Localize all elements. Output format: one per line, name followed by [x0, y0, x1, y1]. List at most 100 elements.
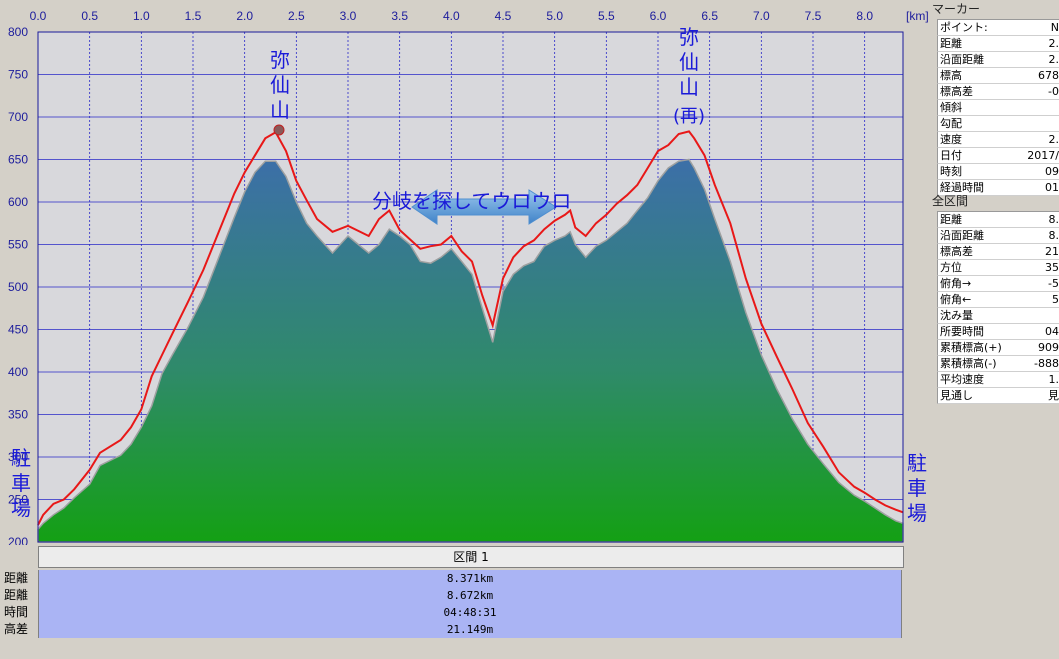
info-value: 35 — [1045, 261, 1059, 274]
info-value: 2017/ — [1027, 149, 1059, 162]
info-row: 標高 678 — [937, 68, 1059, 84]
section-header[interactable]: 区間 1 — [38, 546, 904, 568]
row-label: 時間 — [3, 605, 28, 619]
table-row: 高差 21.149m — [0, 621, 905, 638]
info-row: 俯角← 5 — [937, 292, 1059, 308]
double-arrow-icon — [411, 189, 557, 225]
info-value: 1. — [1048, 373, 1059, 386]
y-tick-label: 550 — [8, 238, 28, 252]
row-label: 距離 — [3, 571, 28, 585]
y-tick-label: 600 — [8, 195, 28, 209]
x-tick-label: 5.5 — [598, 9, 615, 23]
info-key: 累積標高(-) — [940, 357, 997, 370]
info-row: 所要時間 04 — [937, 324, 1059, 340]
info-value: 2. — [1048, 133, 1059, 146]
all-section-title: 全区間 — [932, 194, 969, 208]
info-key: 見通し — [940, 389, 973, 402]
info-key: 累積標高(+) — [940, 341, 1002, 354]
x-tick-label: 6.5 — [701, 9, 718, 23]
marker-point[interactable] — [273, 124, 285, 136]
info-row: 距離 8. — [937, 211, 1059, 228]
info-value: 21 — [1045, 245, 1059, 258]
info-row: 標高差 -0 — [937, 84, 1059, 100]
plot-frame — [37, 31, 904, 543]
info-row: 勾配 — [937, 116, 1059, 132]
y-tick-label: 450 — [8, 323, 28, 337]
info-row: ポイント: N — [937, 19, 1059, 36]
y-axis-ticks: 800 750 700 650 600 550 500 450 400 350 300 250 200 — [8, 25, 28, 545]
y-tick-label: 400 — [8, 365, 28, 379]
info-value: N — [1050, 21, 1059, 34]
info-sidebar: マーカー ポイント: N 距離 2. 沿面距離 2. 標高 678 標高差 -0 傾斜 勾配 速度 2. 日… — [930, 0, 1059, 659]
x-tick-label: 8.0 — [856, 9, 873, 23]
row-value: 21.149m — [38, 621, 902, 638]
x-unit-label: [km] — [906, 9, 929, 23]
row-label: 距離 — [3, 588, 28, 602]
info-value: -0 — [1048, 85, 1059, 98]
annotation-peak2-paren: (再) — [673, 106, 705, 127]
y-tick-label: 300 — [8, 450, 28, 464]
info-value: 01 — [1045, 181, 1059, 194]
info-row: 俯角→ -5 — [937, 276, 1059, 292]
info-value: 見 — [1048, 389, 1059, 402]
x-axis-ticks: 0.0 0.5 1.0 1.5 2.0 2.5 3.0 3.5 4.0 4.5 5.0 5.5 6.0 6… — [30, 9, 874, 23]
annotation-peak2-c2: 仙 — [679, 50, 699, 74]
info-value: 2. — [1048, 53, 1059, 66]
info-row: 累積標高(+) 909 — [937, 340, 1059, 356]
annotation-peak2-c1: 弥 — [679, 25, 699, 49]
info-value: -888 — [1034, 357, 1059, 370]
info-key: 俯角→ — [940, 277, 972, 290]
info-key: 時刻 — [940, 165, 962, 178]
info-value: 2. — [1048, 37, 1059, 50]
annotation-end-c1: 駐 — [907, 451, 927, 475]
x-tick-label: 7.5 — [805, 9, 822, 23]
info-key: 平均速度 — [940, 373, 984, 386]
y-tick-label: 500 — [8, 280, 28, 294]
info-key: 所要時間 — [940, 325, 984, 338]
y-tick-label: 750 — [8, 68, 28, 82]
table-row: 距離 8.672km — [0, 587, 905, 604]
info-key: 標高 — [940, 69, 962, 82]
elevation-chart: 0.0 0.5 1.0 1.5 2.0 2.5 3.0 3.5 4.0 4.5 5.0 5.5 6.0 6… — [0, 9, 929, 638]
all-info-list: 距離 8. 沿面距離 8. 標高差 21 方位 35 俯角→ -5 俯角← 5 沈み量 所要時間 04 累積標… — [937, 211, 1059, 404]
annotation-end-c3: 場 — [907, 501, 927, 525]
annotation-peak1-c1: 弥 — [270, 48, 290, 72]
info-row: 経過時間 01 — [937, 180, 1059, 196]
x-tick-label: 1.0 — [133, 9, 150, 23]
info-key: 沿面距離 — [940, 229, 984, 242]
info-key: 速度 — [940, 133, 962, 146]
info-row: 距離 2. — [937, 36, 1059, 52]
info-row: 速度 2. — [937, 132, 1059, 148]
y-tick-label: 700 — [8, 110, 28, 124]
info-row: 傾斜 — [937, 100, 1059, 116]
info-row: 日付 2017/ — [937, 148, 1059, 164]
elevation-area — [37, 158, 904, 543]
info-row: 沿面距離 8. — [937, 228, 1059, 244]
marker-info-list: ポイント: N 距離 2. 沿面距離 2. 標高 678 標高差 -0 傾斜 勾配 速度 2. 日付 2017… — [937, 19, 1059, 196]
x-tick-label: 0.5 — [81, 9, 98, 23]
row-value: 04:48:31 — [38, 604, 902, 621]
row-value: 8.371km — [38, 570, 902, 587]
info-key: ポイント: — [940, 21, 988, 34]
info-value: -5 — [1048, 277, 1059, 290]
table-row: 距離 8.371km — [0, 570, 905, 587]
info-value: 5 — [1052, 293, 1059, 306]
x-tick-label: 3.5 — [391, 9, 408, 23]
x-tick-label: 5.0 — [546, 9, 563, 23]
x-tick-label: 6.0 — [650, 9, 667, 23]
x-tick-label: 7.0 — [753, 9, 770, 23]
info-key: 距離 — [940, 213, 962, 226]
x-tick-label: 2.0 — [236, 9, 253, 23]
info-key: 標高差 — [940, 85, 973, 98]
info-row: 見通し 見 — [937, 388, 1059, 404]
info-key: 日付 — [940, 149, 962, 162]
row-label: 高差 — [3, 622, 28, 636]
info-key: 俯角← — [940, 293, 972, 306]
annotation-peak1-c3: 山 — [270, 98, 290, 122]
x-tick-label: 2.5 — [288, 9, 305, 23]
table-row: 時間 04:48:31 — [0, 604, 905, 621]
annotation-end-c2: 車 — [907, 476, 927, 500]
annotation-start-c2: 車 — [11, 471, 31, 495]
info-value: 678 — [1038, 69, 1059, 82]
annotation-start-c3: 場 — [11, 496, 31, 520]
